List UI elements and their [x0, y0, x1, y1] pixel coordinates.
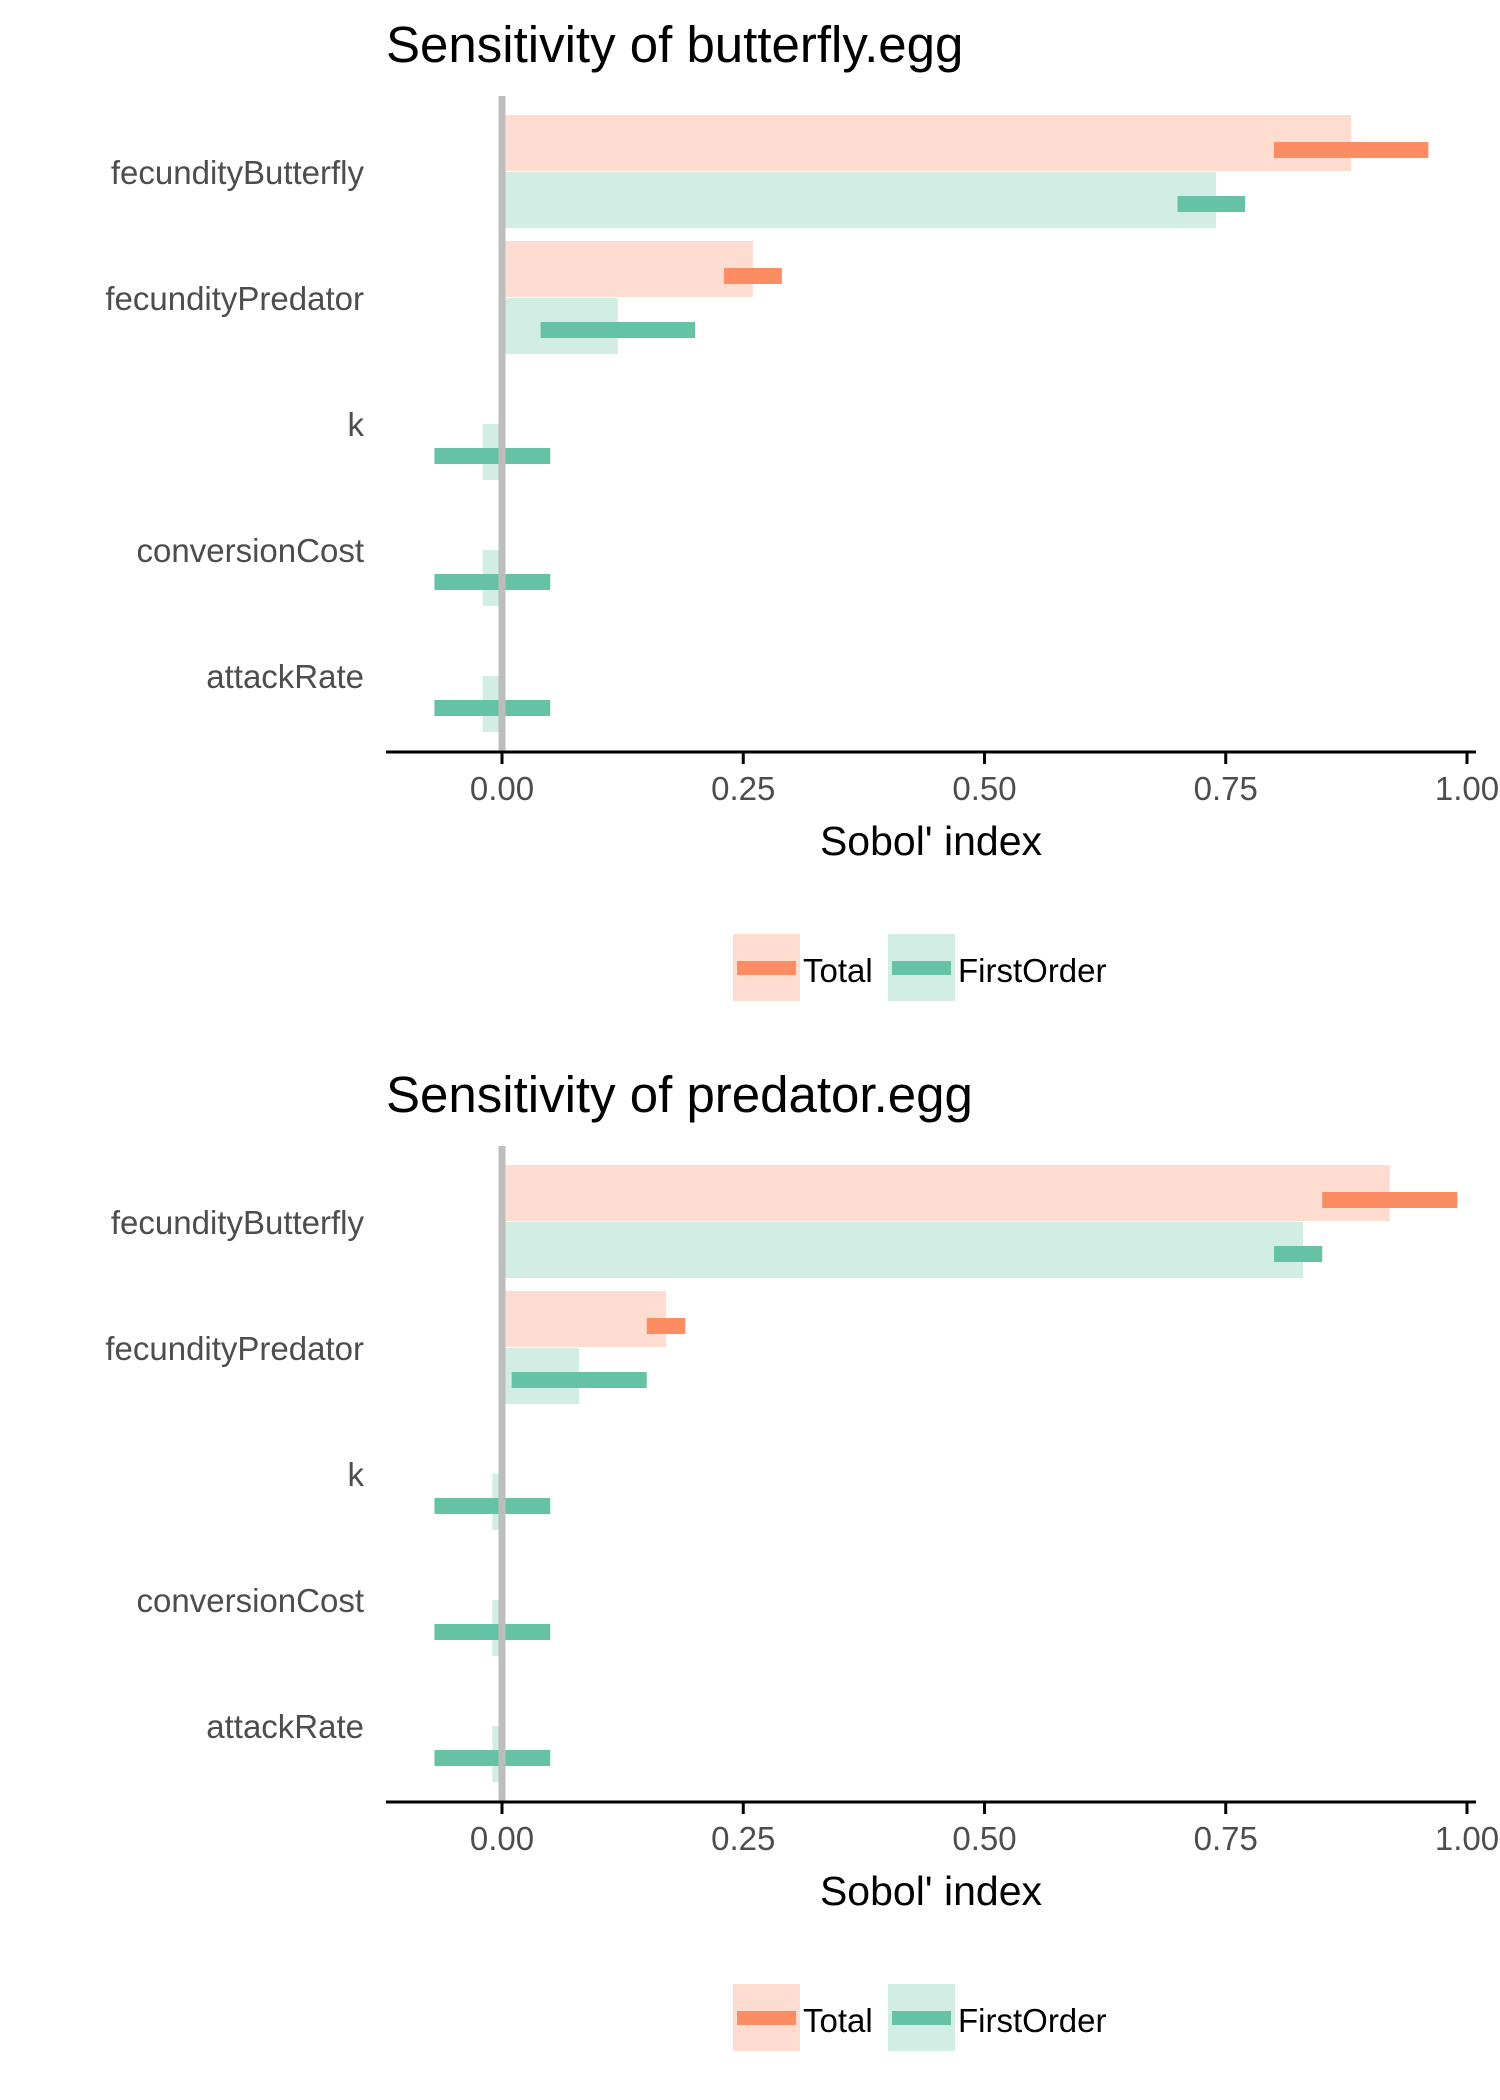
x-tick-label-3: 0.50 [952, 1820, 1016, 1857]
ci-firstorder-k [434, 448, 551, 464]
bar-total-fecunditybutterfly [502, 115, 1352, 171]
ci-total-fecunditybutterfly [1274, 142, 1429, 158]
category-label-attackrate: attackRate [206, 1708, 364, 1745]
category-label-k: k [348, 406, 365, 443]
ci-firstorder-k [434, 1498, 551, 1514]
category-label-fecunditybutterfly: fecundityButterfly [111, 1204, 365, 1241]
x-tick-label-1: 0.00 [470, 1820, 534, 1857]
ci-total-fecunditypredator [646, 1318, 686, 1334]
ci-total-fecunditypredator [723, 268, 782, 284]
x-axis-title: Sobol' index [820, 1868, 1043, 1914]
legend-label-total: Total [803, 2002, 873, 2039]
chart-title: Sensitivity of butterfly.egg [386, 16, 963, 73]
legend-key-line-total [737, 961, 796, 975]
bar-firstorder-fecunditybutterfly [502, 1222, 1303, 1278]
x-tick-label-5: 1.00 [1435, 1820, 1499, 1857]
ci-firstorder-attackrate [434, 700, 551, 716]
bar-total-fecunditybutterfly [502, 1165, 1390, 1221]
bar-total-fecunditypredator [502, 241, 753, 297]
legend-label-firstorder: FirstOrder [958, 2002, 1107, 2039]
category-label-fecunditypredator: fecundityPredator [105, 1330, 364, 1367]
bar-firstorder-fecunditybutterfly [502, 172, 1217, 228]
category-label-k: k [348, 1456, 365, 1493]
chart-panel-2: Sensitivity of predator.egg fecundityButt… [105, 1066, 1499, 2051]
ci-firstorder-fecunditybutterfly [1274, 1246, 1323, 1262]
category-label-attackrate: attackRate [206, 658, 364, 695]
x-tick-label-4: 0.75 [1194, 1820, 1258, 1857]
ci-firstorder-fecunditypredator [540, 322, 695, 338]
legend-key-line-firstorder [892, 2011, 951, 2025]
ci-firstorder-fecunditybutterfly [1177, 196, 1246, 212]
x-axis-title: Sobol' index [820, 818, 1043, 864]
x-tick-label-1: 0.00 [470, 770, 534, 807]
legend-label-firstorder: FirstOrder [958, 952, 1107, 989]
legend-label-total: Total [803, 952, 873, 989]
category-label-conversioncost: conversionCost [137, 532, 364, 569]
ci-firstorder-attackrate [434, 1750, 551, 1766]
ci-firstorder-conversioncost [434, 574, 551, 590]
x-tick-label-2: 0.25 [711, 1820, 775, 1857]
ci-total-fecunditybutterfly [1322, 1192, 1458, 1208]
legend-key-line-total [737, 2011, 796, 2025]
chart-title: Sensitivity of predator.egg [386, 1066, 973, 1123]
ci-firstorder-conversioncost [434, 1624, 551, 1640]
x-tick-label-2: 0.25 [711, 770, 775, 807]
bar-total-fecunditypredator [502, 1291, 667, 1347]
legend: Total FirstOrder [733, 934, 1107, 1001]
legend-key-line-firstorder [892, 961, 951, 975]
category-label-conversioncost: conversionCost [137, 1582, 364, 1619]
ci-firstorder-fecunditypredator [511, 1372, 647, 1388]
chart-panel-1: Sensitivity of butterfly.egg fecundityBut… [105, 16, 1499, 1001]
x-tick-label-5: 1.00 [1435, 770, 1499, 807]
x-tick-label-4: 0.75 [1194, 770, 1258, 807]
legend: Total FirstOrder [733, 1984, 1107, 2051]
category-label-fecunditypredator: fecundityPredator [105, 280, 364, 317]
x-tick-label-3: 0.50 [952, 770, 1016, 807]
category-label-fecunditybutterfly: fecundityButterfly [111, 154, 365, 191]
